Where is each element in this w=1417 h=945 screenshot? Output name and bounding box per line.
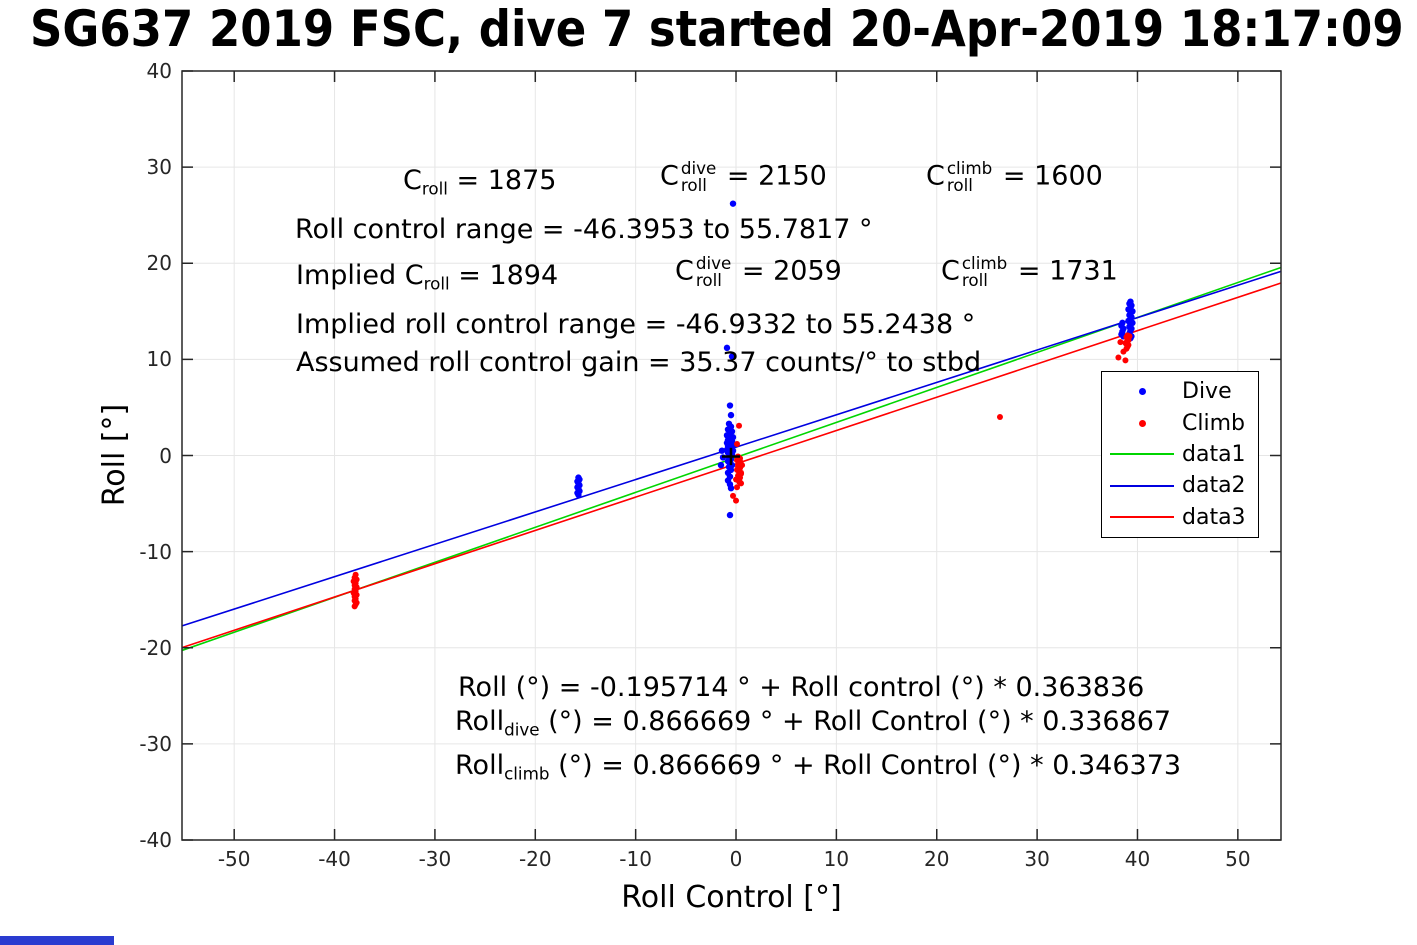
annotation-text: Roll (°) = -0.195714 ° + Roll control (°…	[458, 672, 1145, 703]
x-tick-label: 0	[729, 847, 743, 871]
dive-point	[727, 484, 735, 492]
y-tick-label: -10	[139, 539, 172, 564]
y-tick-label: 20	[146, 251, 172, 276]
x-tick-label: 10	[823, 847, 850, 871]
legend-dot-marker	[1102, 419, 1182, 427]
y-tick-label: 10	[146, 347, 172, 372]
climb-point	[737, 479, 744, 486]
climb-point	[734, 440, 741, 447]
x-tick-label: -50	[217, 847, 251, 871]
x-tick-label: 40	[1124, 847, 1151, 871]
climb-point	[733, 497, 740, 504]
climb-point	[996, 414, 1003, 421]
climb-point	[1124, 335, 1131, 342]
legend-item-data3: data3	[1102, 505, 1258, 530]
legend-item-climb: Climb	[1102, 411, 1258, 436]
x-tick-label: -40	[318, 847, 351, 871]
y-tick-label: 40	[146, 59, 172, 83]
annotation-text: Rolldive (°) = 0.866669 ° + Roll Control…	[455, 706, 1172, 740]
dive-point	[717, 461, 725, 469]
y-tick-label: 30	[146, 155, 172, 180]
taskbar-fragment	[0, 936, 114, 945]
dive-point	[726, 511, 734, 519]
legend-label: Dive	[1182, 379, 1232, 405]
legend-item-data1: data1	[1102, 442, 1258, 467]
climb-point	[736, 422, 743, 429]
climb-point	[1123, 340, 1130, 347]
x-tick-label: -30	[418, 847, 452, 871]
annotation-text: Assumed roll control gain = 35.37 counts…	[296, 347, 982, 378]
annotation-text: Croll = 1875	[403, 165, 557, 199]
legend-item-data2: data2	[1102, 473, 1258, 498]
legend-label: data1	[1182, 441, 1246, 467]
legend-line-marker	[1102, 516, 1182, 519]
legend-item-dive: Dive	[1102, 379, 1258, 404]
climb-point	[738, 469, 745, 476]
legend-dot-marker	[1102, 388, 1182, 396]
legend-line-marker	[1102, 453, 1182, 456]
dive-point	[728, 353, 736, 360]
y-tick-label: -20	[139, 635, 172, 660]
annotation-text: Implied Croll = 1894	[296, 260, 559, 294]
legend-label: Climb	[1182, 410, 1245, 436]
x-tick-label: 50	[1225, 847, 1251, 871]
climb-point	[351, 603, 358, 610]
climb-point	[1117, 339, 1124, 346]
dive-point	[727, 411, 735, 419]
legend-label: data2	[1182, 473, 1246, 499]
dive-point	[718, 447, 726, 454]
annotation-text: Implied roll control range = -46.9332 to…	[296, 309, 976, 340]
y-tick-label: -30	[139, 731, 172, 756]
plot-title: SG637 2019 FSC, dive 7 started 20-Apr-20…	[30, 0, 1404, 58]
climb-point	[1115, 354, 1122, 361]
y-tick-label: -40	[139, 828, 172, 852]
x-tick-label: -10	[619, 847, 652, 871]
x-tick-label: 20	[924, 847, 950, 871]
x-tick-label: 30	[1024, 847, 1050, 871]
x-tick-label: -20	[518, 847, 552, 871]
dive-point	[729, 200, 737, 207]
legend-label: data3	[1182, 504, 1246, 530]
climb-point	[1122, 357, 1129, 364]
climb-point	[734, 484, 741, 491]
y-tick-label: 0	[159, 443, 172, 468]
annotation-text: Roll control range = -46.3953 to 55.7817…	[295, 214, 873, 245]
dive-point	[726, 402, 734, 409]
dive-point	[575, 491, 582, 499]
climb-point	[730, 492, 737, 499]
annotation-text: Rollclimb (°) = 0.866669 ° + Roll Contro…	[455, 750, 1182, 784]
climb-point	[1120, 348, 1127, 355]
dive-point	[723, 344, 731, 352]
legend: Dive Climb data1 data2 data3	[1101, 371, 1259, 538]
legend-line-marker	[1102, 484, 1182, 487]
x-axis-label: Roll Control [°]	[621, 880, 842, 915]
